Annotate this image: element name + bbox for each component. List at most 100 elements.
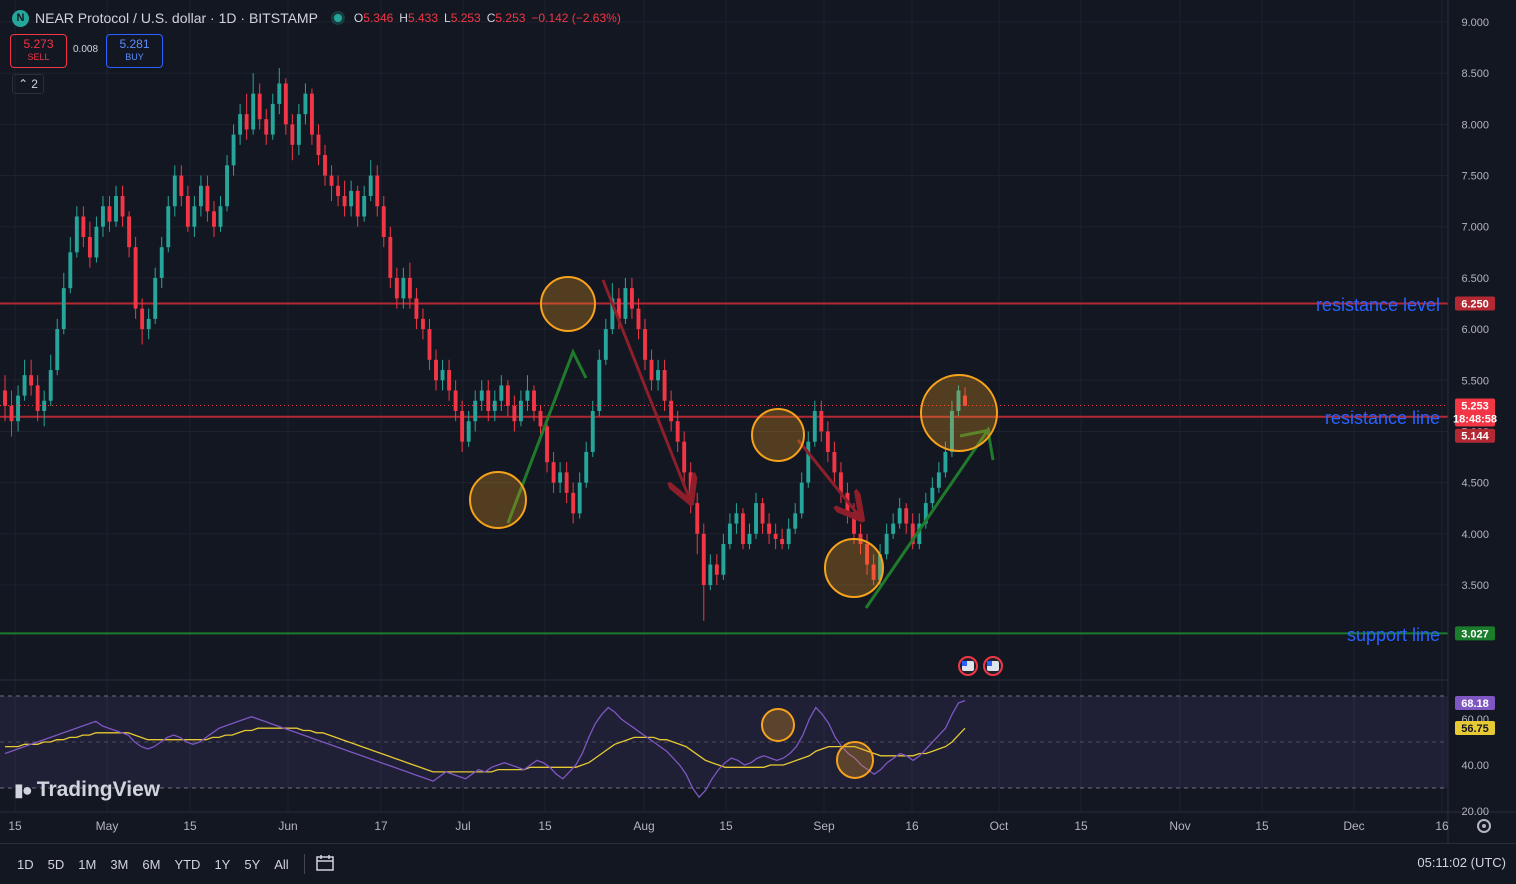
timeframe-1m[interactable]: 1M	[78, 856, 97, 872]
candle-body	[917, 523, 922, 545]
highlight-circle[interactable]	[761, 708, 795, 742]
rsi-tick-label: 40.00	[1461, 760, 1489, 772]
utc-clock[interactable]: 05:11:02 (UTC)	[1417, 855, 1506, 870]
down-arrow[interactable]	[601, 279, 690, 500]
candle-body	[532, 390, 536, 411]
candlestick-series	[0, 68, 1448, 621]
candle-body	[629, 288, 634, 309]
candle-body	[838, 472, 843, 493]
candle-body	[94, 226, 99, 258]
candle-body	[473, 400, 478, 422]
indicators-collapse-button[interactable]: ⌃ 2	[12, 74, 44, 94]
candle-body	[479, 390, 484, 401]
candle-body	[127, 216, 132, 248]
candle-body	[949, 410, 954, 452]
level-price-badge-bg	[1455, 428, 1495, 443]
up-arrow[interactable]	[506, 348, 588, 524]
near-logo-icon: N	[12, 9, 29, 27]
candle-body	[492, 400, 497, 411]
candle-body	[61, 288, 66, 330]
timeframe-all[interactable]: All	[274, 856, 289, 872]
timeframe-3m[interactable]: 3M	[110, 856, 129, 872]
time-axis[interactable]: 15 May 15 Jun 17 Jul 15 Aug 15 Sep 16 Oct 15 Nov 15 Dec…	[8, 819, 1449, 833]
market-status-icon[interactable]	[333, 14, 342, 22]
resistance-level-text[interactable]: resistance level	[1316, 295, 1440, 315]
candle-body	[904, 508, 909, 524]
candle-body	[159, 247, 164, 278]
change-value: −0.142 (−2.63%)	[531, 11, 621, 25]
candle-body	[81, 216, 86, 237]
highlight-circle[interactable]	[920, 374, 998, 452]
rsi-tick-label: 20.00	[1461, 806, 1489, 818]
candle-body	[963, 395, 967, 406]
rsi-ma-value-badge: 56.75	[1461, 723, 1489, 735]
calendar-range-icon[interactable]	[315, 854, 335, 875]
us-flag-icon-canton	[962, 661, 967, 666]
candle-body	[114, 196, 118, 222]
tradingview-watermark[interactable]: ▮● TradingView	[14, 778, 160, 802]
candle-body	[936, 472, 941, 488]
horizontal-levels[interactable]	[0, 302, 1448, 635]
candle-body	[819, 410, 824, 432]
candle-body	[172, 175, 177, 207]
resistance-line-text[interactable]: resistance line	[1325, 408, 1440, 428]
candle-body	[701, 533, 706, 585]
highlight-circle[interactable]	[824, 538, 884, 598]
timeframe-5y[interactable]: 5Y	[244, 856, 261, 872]
timeframe-1y[interactable]: 1Y	[214, 856, 231, 872]
support-line-text[interactable]: support line	[1347, 625, 1440, 645]
gear-icon[interactable]	[1477, 819, 1491, 833]
candle-body	[577, 482, 582, 514]
buy-button[interactable]: 5.281 BUY	[106, 34, 163, 68]
candle-body	[623, 288, 628, 319]
price-tick-label: 4.500	[1461, 478, 1489, 490]
candle-body	[231, 134, 236, 166]
candle-body	[780, 538, 785, 545]
candle-body	[3, 390, 7, 406]
candle-body	[74, 216, 79, 253]
candle-body	[166, 206, 171, 248]
candle-body	[721, 544, 726, 575]
open-label: O	[353, 11, 364, 25]
candle-body	[146, 318, 151, 330]
candle-body	[682, 441, 687, 473]
candle-body	[727, 523, 732, 545]
candle-body	[355, 190, 360, 217]
candle-body	[192, 206, 197, 227]
highlight-circle[interactable]	[836, 741, 874, 779]
event-markers[interactable]	[958, 656, 1003, 676]
ohlc-values: O5.346 H5.433 L5.253 C5.253 −0.142 (−2.6…	[354, 11, 621, 25]
time-tick-label: 15	[719, 819, 733, 833]
us-flag-icon-canton	[987, 661, 992, 666]
chevron-up-icon: ⌃	[18, 77, 29, 91]
candle-body	[309, 93, 314, 135]
candle-body	[669, 400, 674, 422]
candle-body	[714, 564, 719, 575]
candle-body	[793, 513, 798, 529]
candle-body	[238, 114, 243, 135]
low-label: L	[444, 11, 451, 25]
candle-body	[140, 308, 145, 330]
candle-body	[910, 523, 915, 545]
symbol-title[interactable]: NEAR Protocol / U.S. dollar · 1D · BITST…	[35, 10, 318, 26]
up-arrow[interactable]	[864, 426, 995, 609]
symbol-header[interactable]: N NEAR Protocol / U.S. dollar · 1D · BIT…	[12, 8, 621, 28]
timeframe-5d[interactable]: 5D	[47, 856, 65, 872]
drawing-annotations[interactable]	[469, 276, 998, 779]
highlight-circle[interactable]	[751, 408, 805, 462]
candle-body	[323, 155, 327, 176]
highlight-circle[interactable]	[469, 471, 527, 529]
timeframe-1d[interactable]: 1D	[17, 856, 34, 872]
timeframe-6m[interactable]: 6M	[142, 856, 161, 872]
sell-button[interactable]: 5.273 SELL	[10, 34, 67, 68]
price-tick-label: 5.500	[1461, 375, 1489, 387]
down-arrow[interactable]	[796, 439, 860, 517]
candle-body	[205, 185, 210, 212]
time-tick-label: 15	[1074, 819, 1088, 833]
highlight-circle[interactable]	[540, 276, 596, 332]
time-tick-label: 15	[1255, 819, 1269, 833]
timeframe-ytd[interactable]: YTD	[174, 856, 201, 872]
candle-body	[16, 395, 21, 422]
